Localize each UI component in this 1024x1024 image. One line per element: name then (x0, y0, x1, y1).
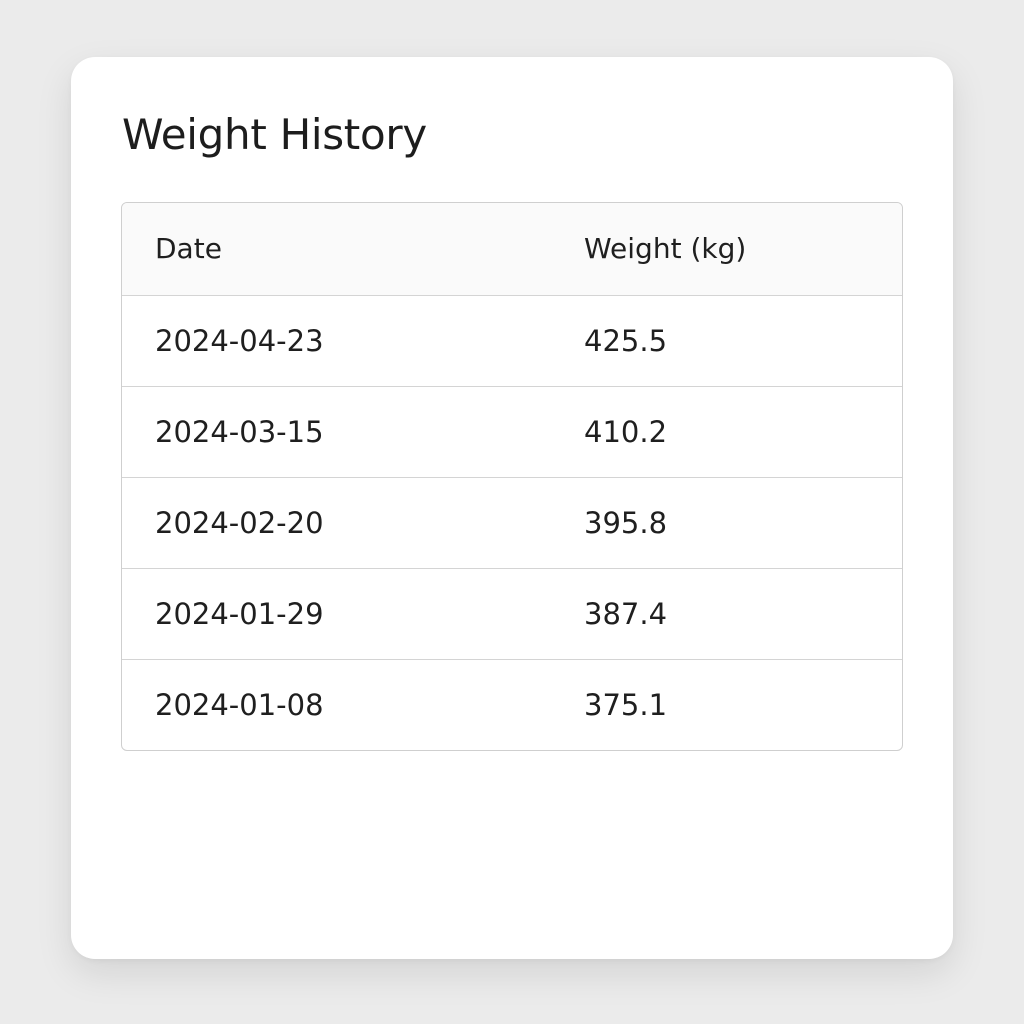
weight-history-table: Date Weight (kg) 2024-04-23 425.5 2024-0… (121, 202, 903, 751)
table-row: 2024-04-23 425.5 (122, 295, 902, 386)
weight-cell: 395.8 (584, 506, 668, 540)
date-cell: 2024-02-20 (155, 506, 324, 540)
date-cell: 2024-03-15 (155, 415, 324, 449)
table-row: 2024-02-20 395.8 (122, 477, 902, 568)
weight-cell: 375.1 (584, 688, 668, 722)
weight-cell: 425.5 (584, 324, 668, 358)
table-row: 2024-03-15 410.2 (122, 386, 902, 477)
weight-cell: 387.4 (584, 597, 668, 631)
page-title: Weight History (122, 110, 427, 159)
date-cell: 2024-04-23 (155, 324, 324, 358)
table-header-row: Date Weight (kg) (122, 203, 902, 295)
table-row: 2024-01-08 375.1 (122, 659, 902, 750)
date-cell: 2024-01-08 (155, 688, 324, 722)
weight-history-card: Weight History Date Weight (kg) 2024-04-… (71, 57, 953, 959)
weight-cell: 410.2 (584, 415, 668, 449)
column-header-date: Date (155, 232, 222, 265)
column-header-weight: Weight (kg) (584, 232, 747, 265)
date-cell: 2024-01-29 (155, 597, 324, 631)
table-row: 2024-01-29 387.4 (122, 568, 902, 659)
